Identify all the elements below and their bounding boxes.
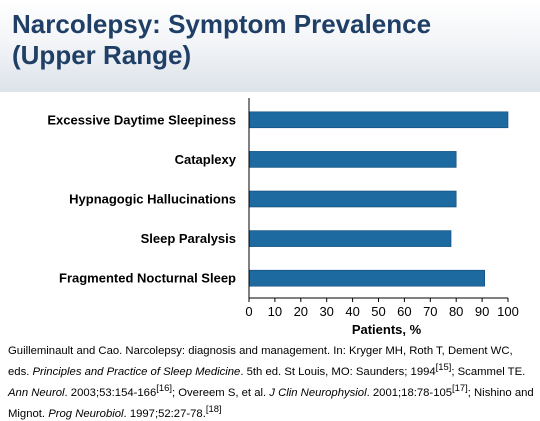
citation-book-title: Principles and Practice of Sleep Medicin… xyxy=(32,365,241,378)
slide-title-line-1: Narcolepsy: Symptom Prevalence xyxy=(12,9,432,39)
slide-title: Narcolepsy: Symptom Prevalence (Upper Ra… xyxy=(12,9,532,71)
bars xyxy=(248,111,509,287)
x-tick-label: 60 xyxy=(397,304,411,319)
citation-text-6: . 2001;18:78-105 xyxy=(366,386,453,399)
category-label: Cataplexy xyxy=(175,152,237,167)
slide-title-line-2: (Upper Range) xyxy=(12,40,192,70)
bar xyxy=(248,190,457,208)
x-tick-label: 10 xyxy=(268,304,282,319)
x-tick-label: 80 xyxy=(449,304,463,319)
category-label: Excessive Daytime Sleepiness xyxy=(47,112,236,127)
citation-journal-2: J Clin Neurophysiol xyxy=(269,386,367,399)
title-band xyxy=(0,0,540,92)
bar xyxy=(248,269,485,287)
citation-ref-16: [16] xyxy=(156,381,172,393)
citation-ref-15: [15] xyxy=(435,361,452,372)
citation-text-1: Guilleminault and Cao. Narcolepsy: diagn… xyxy=(8,345,513,378)
citation-ref-18: [18] xyxy=(205,402,222,414)
x-tick-label: 50 xyxy=(371,304,385,319)
citation-text-5: ; Overeem S, et al. xyxy=(171,386,270,399)
bar xyxy=(248,151,457,168)
x-tick-label: 0 xyxy=(245,304,252,319)
x-tick-label: 40 xyxy=(345,304,359,319)
bar xyxy=(248,230,452,247)
citation-text-4: . 2003;53:154-166 xyxy=(64,386,157,399)
citation-text-2: . 5th ed. St Louis, MO: Saunders; 1994 xyxy=(240,365,436,378)
bar-chart: Excessive Daytime Sleepiness Cataplexy Hyp… xyxy=(47,98,519,337)
citation-text-8: . 1997;52:27-78. xyxy=(123,407,206,420)
x-axis: 0 10 20 30 40 50 60 70 80 90 100 xyxy=(245,98,519,319)
x-tick-label: 30 xyxy=(319,304,333,319)
x-tick-label: 20 xyxy=(294,304,308,319)
x-tick-label: 70 xyxy=(423,304,437,319)
category-label: Fragmented Nocturnal Sleep xyxy=(59,271,236,286)
category-labels: Excessive Daytime Sleepiness Cataplexy Hyp… xyxy=(47,112,236,285)
citation-journal-3: Prog Neurobiol xyxy=(48,407,124,420)
bar xyxy=(248,111,509,129)
citation-journal-1: Ann Neurol xyxy=(8,386,65,399)
x-tick-label: 90 xyxy=(475,304,489,319)
x-axis-title: Patients, % xyxy=(352,322,422,337)
x-tick-label: 100 xyxy=(497,304,519,319)
category-label: Sleep Paralysis xyxy=(141,231,236,246)
citation: Guilleminault and Cao. Narcolepsy: diagn… xyxy=(8,344,536,421)
citation-text-3: ; Scammel TE. xyxy=(451,365,526,378)
category-label: Hypnagogic Hallucinations xyxy=(69,192,236,207)
citation-ref-17: [17] xyxy=(452,381,468,393)
